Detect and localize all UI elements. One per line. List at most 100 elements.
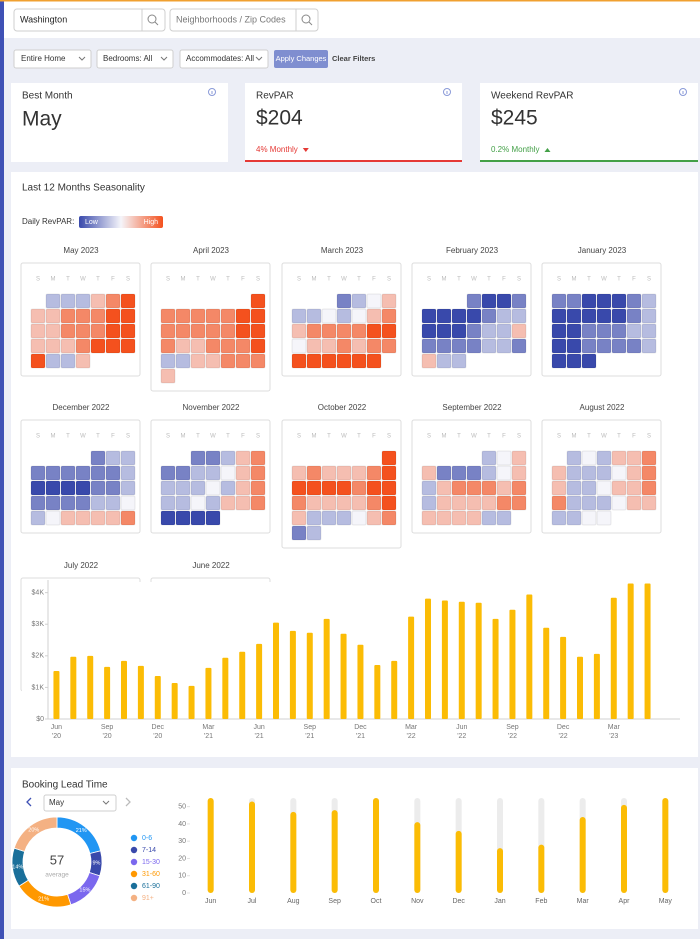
day-cell [30, 465, 46, 481]
bar [331, 810, 338, 893]
day-cell [451, 323, 467, 339]
day-cell [381, 308, 397, 324]
day-cell [421, 495, 437, 511]
day-cell [321, 338, 337, 354]
day-cell [321, 480, 337, 496]
day-cell [205, 480, 221, 496]
kpi-label: Weekend RevPAR [491, 91, 573, 102]
month-select[interactable] [43, 794, 117, 812]
day-cell [160, 510, 176, 526]
weekday-label: T [196, 434, 200, 440]
weekday-label: S [36, 434, 40, 440]
day-cell [60, 353, 76, 369]
weekday-label: T [587, 277, 591, 283]
day-cell [75, 480, 91, 496]
weekday-label: M [181, 434, 186, 440]
up-arrow [544, 148, 551, 152]
side-strip [0, 0, 4, 939]
panel-title: Booking Lead Time [22, 780, 108, 791]
day-cell [75, 338, 91, 354]
day-cell [321, 510, 337, 526]
weekday-label: T [96, 434, 100, 440]
clear-filters[interactable]: Clear Filters [332, 54, 375, 63]
day-cell [220, 480, 236, 496]
bar [289, 630, 296, 719]
day-cell [436, 338, 452, 354]
day-cell [336, 495, 352, 511]
accommodates-dropdown[interactable] [179, 49, 269, 69]
day-cell [60, 293, 76, 309]
day-cell [120, 308, 136, 324]
prev-month[interactable] [26, 797, 32, 807]
day-cell [90, 495, 106, 511]
day-cell [220, 323, 236, 339]
day-cell [336, 480, 352, 496]
neighborhood-input[interactable] [169, 8, 319, 32]
weekday-label: W [210, 434, 216, 440]
x-tick-label: Jun '21 [253, 724, 264, 740]
bar [492, 618, 499, 719]
day-cell [30, 323, 46, 339]
location-input[interactable] [13, 8, 166, 32]
search-button[interactable] [147, 14, 159, 26]
day-cell [160, 323, 176, 339]
x-tick-label: Sep '20 [101, 724, 114, 740]
next-month[interactable] [125, 797, 131, 807]
day-cell [175, 465, 191, 481]
day-cell [566, 495, 582, 511]
day-cell [641, 480, 657, 496]
day-cell [205, 353, 221, 369]
bar [621, 804, 627, 893]
bar [644, 583, 651, 719]
info-icon[interactable] [208, 88, 216, 96]
day-cell [611, 308, 627, 324]
info-icon[interactable] [443, 88, 451, 96]
day-cell [45, 353, 61, 369]
day-cell [436, 323, 452, 339]
day-cell [451, 495, 467, 511]
day-cell [235, 338, 251, 354]
x-tick-label: Sep '22 [506, 724, 519, 740]
day-cell [205, 510, 221, 526]
info-icon[interactable] [679, 88, 687, 96]
day-cell [120, 450, 136, 466]
day-cell [351, 323, 367, 339]
bar [340, 633, 347, 719]
day-cell [291, 510, 307, 526]
month-title: July 2022 [64, 561, 99, 570]
day-cell [306, 510, 322, 526]
day-cell [566, 323, 582, 339]
day-cell [421, 308, 437, 324]
bar [543, 627, 550, 719]
kpi-underline [245, 160, 462, 162]
weekday-label: T [457, 434, 461, 440]
bar [357, 644, 364, 719]
x-tick-label: Mar [577, 898, 590, 905]
day-cell [250, 308, 266, 324]
day-cell [626, 323, 642, 339]
home-type-dropdown[interactable] [13, 49, 92, 69]
day-cell [641, 293, 657, 309]
day-cell [466, 465, 482, 481]
day-cell [45, 308, 61, 324]
day-cell [60, 495, 76, 511]
day-cell [250, 480, 266, 496]
search-button[interactable] [301, 14, 313, 26]
day-cell [90, 465, 106, 481]
day-cell [511, 338, 527, 354]
day-cell [551, 353, 567, 369]
day-cell [336, 338, 352, 354]
weekday-label: W [601, 434, 607, 440]
bedrooms-dropdown[interactable] [96, 49, 174, 69]
day-cell [220, 465, 236, 481]
weekday-label: T [327, 277, 331, 283]
day-cell [60, 338, 76, 354]
day-cell [220, 450, 236, 466]
bar [408, 616, 415, 719]
y-tick-label: $0 [36, 716, 44, 723]
day-cell [611, 323, 627, 339]
day-cell [30, 308, 46, 324]
apply-button[interactable] [274, 50, 328, 68]
day-cell [626, 450, 642, 466]
bar [579, 817, 586, 893]
